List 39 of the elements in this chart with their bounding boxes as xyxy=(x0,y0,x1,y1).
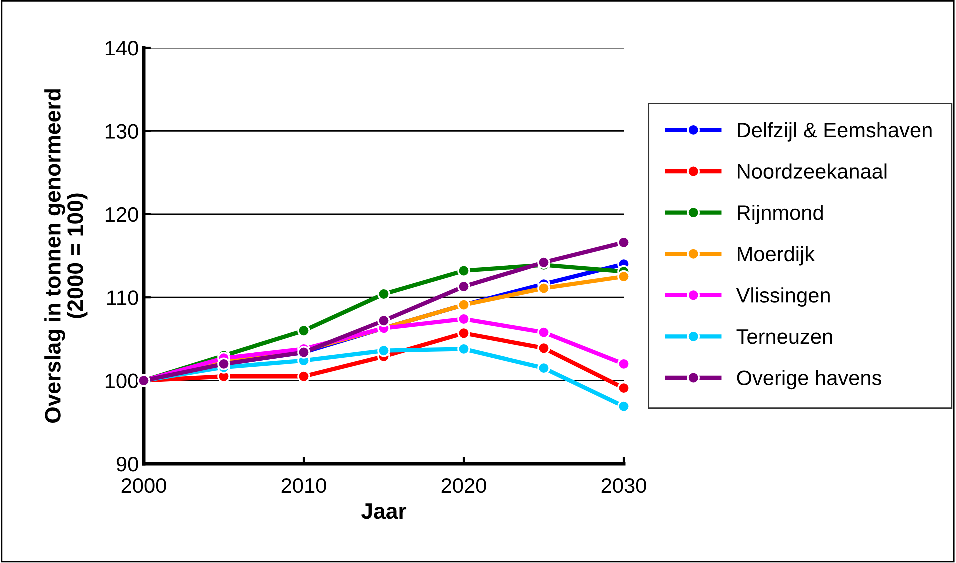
point xyxy=(538,282,550,295)
point xyxy=(618,382,630,395)
legend-label: Terneuzen xyxy=(736,330,832,344)
legend-label: Overige havens xyxy=(737,370,882,390)
x-axis-title: Jaar xyxy=(361,504,407,520)
point xyxy=(538,256,550,270)
point xyxy=(618,400,630,413)
y-tick-label: 120 xyxy=(106,207,138,222)
point xyxy=(378,344,390,358)
point xyxy=(458,342,470,356)
point xyxy=(458,264,470,278)
y-axis-title: Overslag in tonnen genormeerd (2000 = 100) xyxy=(44,90,88,424)
point xyxy=(298,324,310,338)
point xyxy=(538,362,550,375)
x-tick-label: 2030 xyxy=(602,478,646,494)
point xyxy=(618,236,630,250)
point xyxy=(618,270,630,284)
point xyxy=(378,288,390,301)
legend-label: Noordzeekanaal xyxy=(738,164,887,179)
x-tick-label: 2010 xyxy=(282,478,326,494)
x-tick-label: 2020 xyxy=(442,478,486,494)
legend-label: Rijnmond xyxy=(738,204,823,224)
point xyxy=(618,358,630,371)
y-tick-label: 140 xyxy=(106,41,138,56)
y-tick-label: 110 xyxy=(108,290,138,306)
y-tick-label: 130 xyxy=(106,124,138,139)
point xyxy=(458,312,470,326)
point xyxy=(458,326,470,340)
point xyxy=(538,326,550,339)
point xyxy=(458,280,470,294)
legend-label: Vlissingen xyxy=(736,288,830,308)
point xyxy=(538,342,550,355)
point xyxy=(378,314,390,328)
y-tick-label: 90 xyxy=(116,457,138,472)
x-tick-label: 2000 xyxy=(122,478,166,494)
point xyxy=(298,370,310,384)
legend-label: Delfzijl & Eemshaven xyxy=(738,122,932,142)
legend-label: Moerdijk xyxy=(738,246,816,266)
y-tick-label: 100 xyxy=(106,374,138,389)
